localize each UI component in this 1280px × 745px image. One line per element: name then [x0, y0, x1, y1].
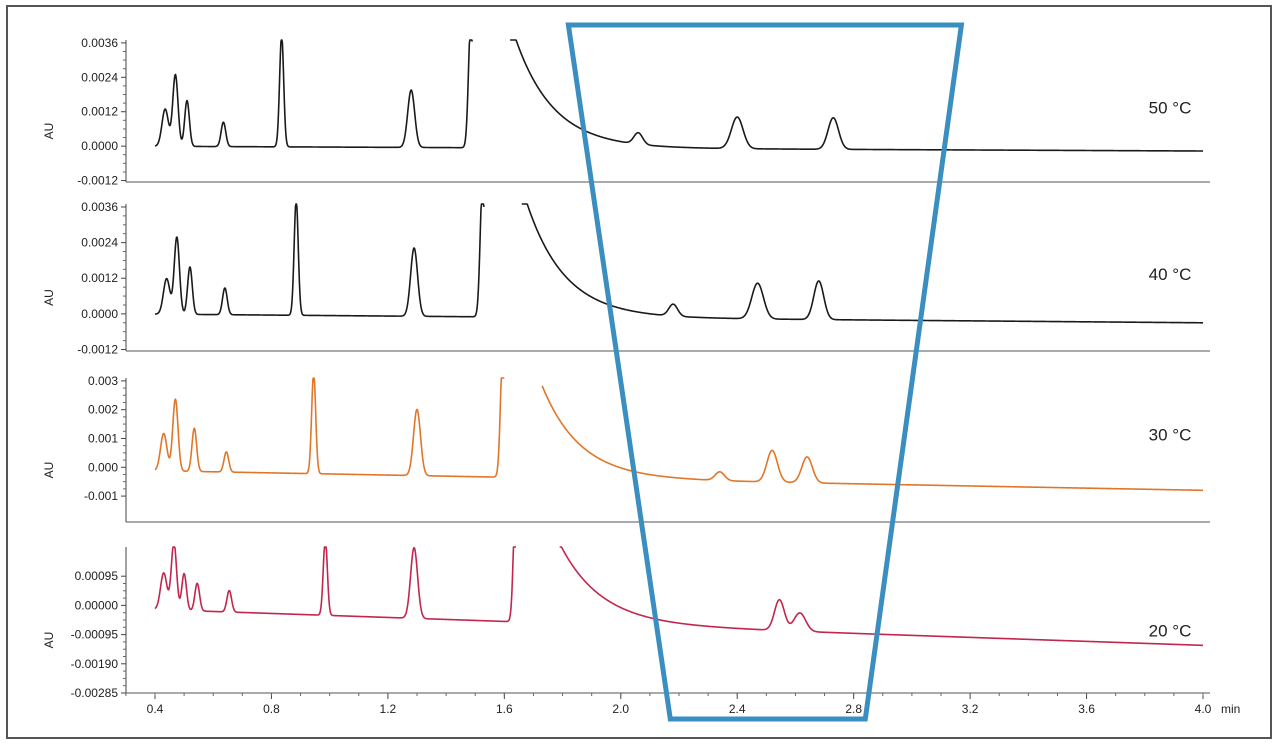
x-tick-label: 2.4 [729, 702, 746, 716]
panel-2-ytick-label: 0.002 [88, 403, 118, 417]
panel-3-trace-segment-1 [559, 546, 1204, 647]
panel-2-trace-segment-1 [541, 385, 1204, 492]
x-tick-label: 1.2 [380, 702, 397, 716]
panel-3-ytick-label: 0.00000 [75, 598, 119, 612]
panel-2-ytick-label: 0.000 [88, 460, 118, 474]
panel-1-ytick-label: 0.0024 [81, 236, 118, 250]
panel-1-ytick-label: 0.0000 [81, 307, 118, 321]
panel-2-temperature-label: 30 °C [1149, 425, 1192, 444]
panel-2-ylabel: AU [42, 462, 56, 479]
panel-1-ylabel: AU [42, 289, 56, 306]
panel-3-temperature-label: 20 °C [1149, 622, 1192, 641]
panel-0-ytick-label: 0.0036 [81, 36, 118, 50]
panel-3-ytick-label: -0.00285 [71, 686, 119, 700]
panel-2-trace-segment-0 [154, 377, 505, 478]
x-axis-unit: min [1221, 702, 1240, 716]
panel-1-trace-segment-1 [521, 203, 1204, 324]
x-tick-label: 2.8 [845, 702, 862, 716]
panel-3-ylabel: AU [42, 632, 56, 649]
panel-0-ytick-label: 0.0012 [81, 105, 118, 119]
panel-0-trace-segment-1 [509, 39, 1204, 152]
panel-0-temperature-label: 50 °C [1149, 99, 1192, 118]
panel-3-trace-segment-0 [154, 546, 517, 623]
x-tick-label: 3.2 [962, 702, 979, 716]
panel-3-ytick-label: 0.00095 [75, 569, 119, 583]
panel-1-ytick-label: -0.0012 [77, 343, 118, 357]
panel-1-temperature-label: 40 °C [1149, 265, 1192, 284]
x-tick-label: 1.6 [496, 702, 513, 716]
panel-3-ytick-label: -0.00095 [71, 628, 119, 642]
x-tick-label: 2.0 [612, 702, 629, 716]
panel-0-ytick-label: 0.0000 [81, 139, 118, 153]
panel-0-ytick-label: 0.0024 [81, 70, 118, 84]
x-tick-label: 3.6 [1078, 702, 1095, 716]
highlight-trapezoid [565, 22, 965, 722]
panel-1-trace-segment-0 [154, 203, 485, 318]
panel-0-ylabel: AU [42, 123, 56, 140]
panel-0-trace-segment-0 [154, 39, 474, 149]
panel-3-ytick-label: -0.00190 [71, 657, 119, 671]
panel-2-ytick-label: 0.003 [88, 374, 118, 388]
panel-1-ytick-label: 0.0012 [81, 271, 118, 285]
x-tick-label: 0.8 [263, 702, 280, 716]
panel-0-ytick-label: -0.0012 [77, 174, 118, 188]
panel-2-ytick-label: -0.001 [84, 489, 118, 503]
x-tick-label: 0.4 [147, 702, 164, 716]
panel-2-ytick-label: 0.001 [88, 431, 118, 445]
figure-frame [6, 5, 1272, 739]
panel-1-ytick-label: 0.0036 [81, 200, 118, 214]
x-tick-label: 4.0 [1195, 702, 1212, 716]
